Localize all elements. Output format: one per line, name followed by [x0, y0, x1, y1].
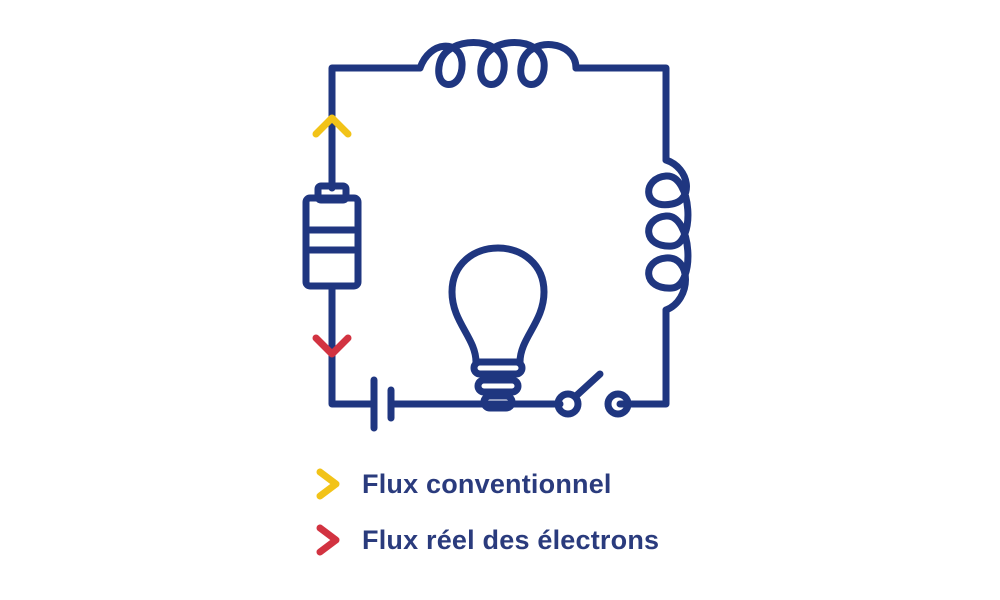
legend-label-electron: Flux réel des électrons: [362, 524, 660, 555]
wire-bottom-left: [328, 282, 376, 408]
light-bulb-icon: [448, 244, 548, 412]
battery-component: [302, 182, 362, 290]
legend-label-conventional: Flux conventionnel: [362, 468, 612, 499]
electron-flow-arrow: [312, 334, 352, 358]
legend-item-electron: Flux réel des électrons: [312, 518, 659, 562]
wire-right-bottom: [616, 306, 670, 408]
inductor-top-loops: [416, 39, 580, 88]
legend: Flux conventionnel Flux réel des électro…: [312, 462, 659, 574]
conventional-flow-arrow: [312, 114, 352, 138]
chevron-right-icon: [316, 524, 340, 556]
legend-item-conventional: Flux conventionnel: [312, 462, 659, 506]
dc-source: [370, 376, 395, 432]
inductor-right: [645, 156, 692, 314]
switch-component: [554, 370, 632, 418]
wire-top-right: [572, 64, 670, 164]
circuit-wires: [328, 64, 670, 408]
chevron-right-icon: [316, 468, 340, 500]
wire-left-top: [328, 64, 424, 192]
